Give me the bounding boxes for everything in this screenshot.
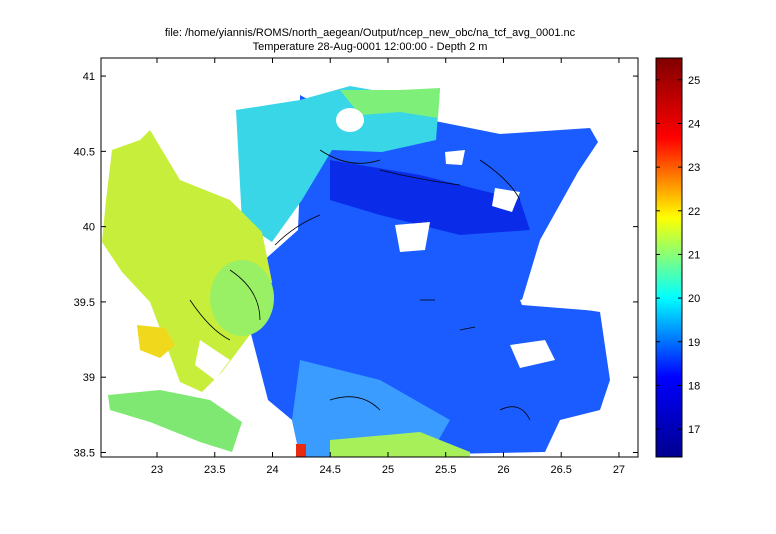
coastal-field <box>330 432 470 457</box>
colorbar-tick-label: 21 <box>688 249 700 261</box>
x-tick-label: 26.5 <box>550 464 571 476</box>
colorbar-tick-label: 20 <box>688 293 700 305</box>
coastal-field <box>137 325 175 358</box>
x-tick-label: 25.5 <box>435 464 456 476</box>
colorbar <box>655 57 683 458</box>
island <box>445 150 465 165</box>
x-tick-label: 24 <box>266 464 278 476</box>
colorbar-tick-label: 24 <box>688 118 700 130</box>
coastal-field <box>210 260 274 336</box>
y-tick-label: 41 <box>83 71 95 83</box>
colorbar-tick-label: 25 <box>688 75 700 87</box>
colorbar-tick-label: 18 <box>688 380 700 392</box>
current-arrows <box>189 149 531 421</box>
y-tick-label: 39 <box>83 372 95 384</box>
colorbar-tick-label: 19 <box>688 337 700 349</box>
x-tick-label: 24.5 <box>320 464 341 476</box>
island <box>520 290 610 312</box>
coastal-field <box>108 390 242 452</box>
colorbar-tick-label: 17 <box>688 424 700 436</box>
island <box>195 340 230 380</box>
y-tick-label: 40 <box>83 222 95 234</box>
y-tick-label: 40.5 <box>74 146 95 158</box>
x-tick-label: 27 <box>613 464 625 476</box>
coastal-field <box>236 86 440 242</box>
x-tick-label: 26 <box>497 464 509 476</box>
title-line: file: /home/yiannis/ROMS/north_aegean/Ou… <box>165 27 576 39</box>
x-tick-label: 23.5 <box>204 464 225 476</box>
x-tick-label: 23 <box>151 464 163 476</box>
island <box>510 340 555 368</box>
y-tick-label: 39.5 <box>74 297 95 309</box>
colorbar-tick-label: 22 <box>688 206 700 218</box>
y-tick-label: 38.5 <box>74 447 95 459</box>
island <box>336 108 364 132</box>
plot-frame <box>100 57 639 458</box>
island <box>492 188 520 212</box>
island <box>395 222 430 252</box>
title-line: Temperature 28-Aug-0001 12:00:00 - Depth… <box>253 41 488 53</box>
colorbar-tick-label: 23 <box>688 162 700 174</box>
sea-field <box>330 160 530 235</box>
sea-field <box>292 360 450 457</box>
coastal-field <box>340 88 440 118</box>
field <box>102 86 610 457</box>
coastal-field <box>296 444 306 457</box>
x-tick-label: 25 <box>382 464 394 476</box>
